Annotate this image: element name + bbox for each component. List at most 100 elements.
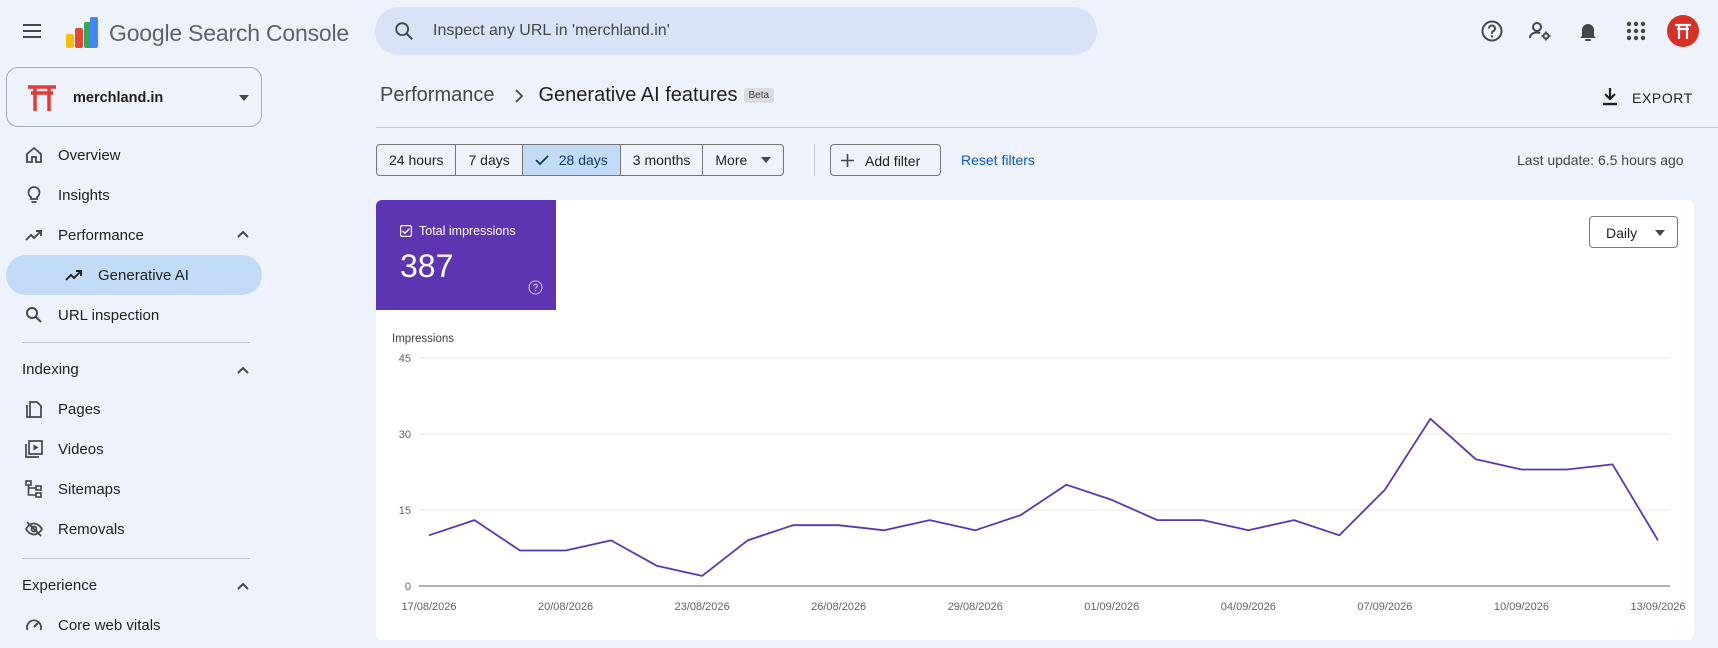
search-icon (26, 307, 42, 323)
check-icon (535, 155, 549, 166)
property-logo-icon (28, 85, 56, 111)
bell-icon[interactable] (1573, 16, 1603, 46)
help-icon[interactable] (1477, 16, 1507, 46)
lightbulb-icon (27, 186, 41, 203)
data-point (609, 538, 613, 542)
search-input[interactable] (433, 7, 1073, 55)
data-point (1064, 483, 1068, 487)
sidebar-item-core-web-vitals[interactable]: Core web vitals (6, 605, 262, 645)
section-label: Indexing (22, 361, 79, 378)
caret-down-icon (239, 95, 249, 101)
search-icon (395, 22, 413, 40)
checkbox-checked-icon[interactable] (400, 225, 412, 237)
url-inspect-search[interactable] (375, 7, 1097, 55)
sidebar-item-generative-ai[interactable]: Generative AI (6, 255, 262, 295)
x-tick-label: 29/08/2026 (948, 601, 1003, 613)
x-tick-label: 04/09/2026 (1221, 601, 1276, 613)
sidebar-item-label: Insights (58, 187, 110, 204)
data-point (1201, 518, 1205, 522)
y-tick-label: 15 (399, 505, 411, 517)
last-update-text: Last update: 6.5 hours ago (1517, 152, 1684, 168)
add-filter-button[interactable]: Add filter (830, 144, 941, 176)
range-label: 3 months (632, 152, 691, 168)
data-point (518, 549, 522, 553)
trending-up-icon (25, 230, 42, 241)
x-tick-label: 17/08/2026 (401, 601, 456, 613)
metric-value: 387 (400, 248, 454, 284)
y-tick-label: 45 (399, 353, 411, 365)
data-point (928, 518, 932, 522)
sidebar-divider (22, 342, 250, 343)
sitemap-icon (25, 480, 42, 498)
metric-label: Total impressions (419, 224, 516, 238)
caret-down-icon (1655, 230, 1665, 236)
property-name: merchland.in (73, 90, 164, 106)
sidebar-item-label: Generative AI (98, 267, 189, 284)
sidebar-item-removals[interactable]: Removals (6, 509, 262, 549)
x-tick-label: 20/08/2026 (538, 601, 593, 613)
avatar[interactable] (1667, 15, 1699, 47)
sidebar-item-performance[interactable]: Performance (6, 215, 262, 255)
chevron-up-icon (237, 582, 249, 590)
filter-divider (814, 144, 815, 176)
sidebar-item-sitemaps[interactable]: Sitemaps (6, 469, 262, 509)
sidebar-item-pages[interactable]: Pages (6, 389, 262, 429)
impressions-series-line (428, 417, 1659, 577)
chevron-right-icon (514, 88, 523, 103)
help-icon[interactable] (528, 280, 543, 295)
sidebar-item-videos[interactable]: Videos (6, 429, 262, 469)
range-7-days[interactable]: 7 days (456, 145, 523, 175)
download-icon (1603, 88, 1617, 106)
sidebar-section-indexing[interactable]: Indexing (22, 355, 262, 385)
section-label: Experience (22, 577, 98, 594)
manage-users-icon[interactable] (1525, 16, 1555, 46)
x-tick-label: 10/09/2026 (1494, 601, 1549, 613)
sidebar-item-overview[interactable]: Overview (6, 135, 262, 175)
caret-down-icon (761, 157, 772, 163)
data-point (973, 528, 977, 532)
range-label: 7 days (468, 152, 510, 168)
range-label: 24 hours (389, 152, 444, 168)
pages-icon (26, 401, 42, 418)
export-label: EXPORT (1632, 90, 1693, 106)
reset-filters-link[interactable]: Reset filters (961, 152, 1035, 168)
speed-gauge-icon (26, 619, 42, 631)
granularity-dropdown[interactable]: Daily (1589, 216, 1678, 248)
page-title: Generative AI features (538, 84, 738, 106)
x-tick-label: 01/09/2026 (1084, 601, 1139, 613)
data-point (473, 518, 477, 522)
x-tick-label: 26/08/2026 (811, 601, 866, 613)
breadcrumb-performance-link[interactable]: Performance (380, 84, 495, 106)
range-28-days[interactable]: 28 days (522, 145, 621, 175)
top-bar: Google Search Console (0, 0, 1718, 62)
x-tick-label: 07/09/2026 (1357, 601, 1412, 613)
data-point (791, 523, 795, 527)
metric-total-impressions[interactable]: Total impressions 387 (376, 200, 556, 310)
apps-grid-icon[interactable] (1621, 16, 1651, 46)
header-divider (376, 127, 1718, 128)
data-point (1337, 533, 1341, 537)
sidebar-item-insights[interactable]: Insights (6, 175, 262, 215)
sidebar-item-url-inspection[interactable]: URL inspection (6, 295, 262, 335)
data-point (1019, 513, 1023, 517)
beta-badge: Beta (743, 88, 775, 103)
video-library-icon (25, 440, 43, 458)
data-point (1110, 498, 1114, 502)
data-point (1292, 518, 1296, 522)
sidebar-section-experience[interactable]: Experience (22, 571, 262, 601)
sidebar-item-label: Videos (58, 441, 104, 458)
range-3-months[interactable]: 3 months (621, 145, 704, 175)
property-selector[interactable]: merchland.in (6, 67, 262, 127)
export-button[interactable]: EXPORT (1600, 82, 1700, 114)
sidebar-item-label: Performance (58, 227, 144, 244)
range-24-hours[interactable]: 24 hours (377, 145, 457, 175)
data-point (746, 538, 750, 542)
data-point (655, 564, 659, 568)
data-point (1610, 462, 1614, 466)
menu-icon[interactable] (20, 19, 44, 43)
data-point (427, 533, 431, 537)
range-more-dropdown[interactable]: More (703, 145, 783, 175)
add-filter-label: Add filter (865, 153, 921, 169)
app-title: Google Search Console (109, 20, 350, 46)
sidebar-item-label: Pages (58, 401, 101, 418)
